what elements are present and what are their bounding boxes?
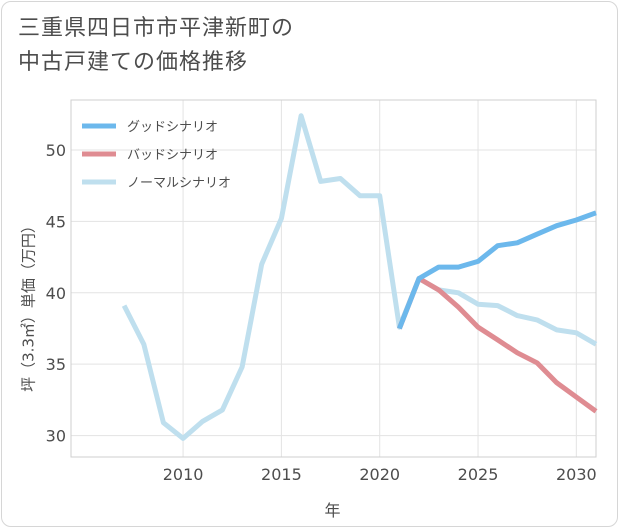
y-tick-labels: 30 35 40 45 50 <box>46 141 66 446</box>
bad-scenario-line <box>397 276 598 414</box>
y-tick-label: 35 <box>46 355 66 374</box>
y-tick-label: 30 <box>46 427 66 446</box>
chart-title: 三重県四日市市平津新町の 中古戸建ての価格推移 <box>18 12 578 80</box>
x-axis-label: 年 <box>324 501 341 520</box>
y-tick-label: 40 <box>46 284 66 303</box>
plot-frame <box>70 99 597 458</box>
x-tick-label: 2030 <box>556 465 597 484</box>
legend-normal-label: ノーマルシナリオ <box>127 176 231 191</box>
legend-bad-label: バッドシナリオ <box>127 148 218 163</box>
y-tick-label: 45 <box>46 212 66 231</box>
x-tick-label: 2010 <box>163 465 204 484</box>
series-lines <box>121 113 598 441</box>
y-axis-label: 坪（3.3㎡）単価（万円） <box>19 218 38 392</box>
y-tick-label: 50 <box>46 141 66 160</box>
x-tick-label: 2015 <box>261 465 302 484</box>
normal-scenario-line <box>121 113 598 441</box>
title-line-1: 三重県四日市市平津新町の <box>18 16 295 41</box>
x-tick-label: 2020 <box>359 465 400 484</box>
x-tick-label: 2025 <box>458 465 499 484</box>
legend-good-label: グッドシナリオ <box>127 120 218 135</box>
title-line-2: 中古戸建ての価格推移 <box>18 50 249 75</box>
good-scenario-line <box>397 210 597 330</box>
x-tick-labels: 2010 2015 2020 2025 2030 <box>163 465 597 484</box>
